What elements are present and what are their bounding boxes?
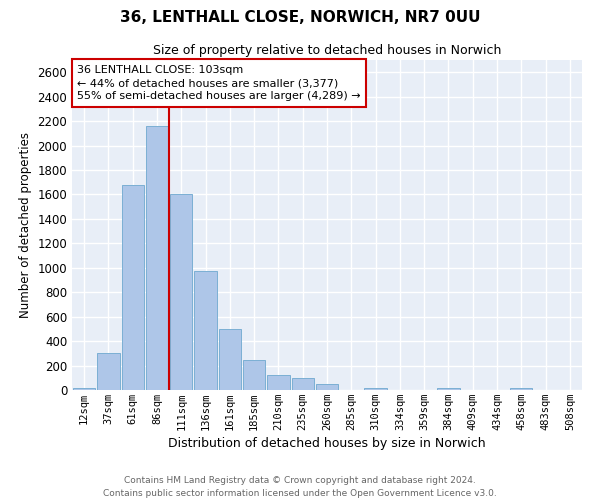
Text: 36 LENTHALL CLOSE: 103sqm
← 44% of detached houses are smaller (3,377)
55% of se: 36 LENTHALL CLOSE: 103sqm ← 44% of detac…	[77, 65, 361, 102]
X-axis label: Distribution of detached houses by size in Norwich: Distribution of detached houses by size …	[168, 437, 486, 450]
Bar	[364, 388, 387, 390]
Bar	[170, 194, 193, 390]
Bar	[292, 378, 314, 390]
Bar	[218, 329, 241, 390]
Title: Size of property relative to detached houses in Norwich: Size of property relative to detached ho…	[153, 44, 501, 58]
Bar	[194, 272, 217, 390]
Bar	[146, 126, 168, 390]
Y-axis label: Number of detached properties: Number of detached properties	[19, 132, 32, 318]
Bar	[316, 384, 338, 390]
Bar	[73, 388, 95, 390]
Bar	[243, 360, 265, 390]
Bar	[510, 388, 532, 390]
Text: Contains HM Land Registry data © Crown copyright and database right 2024.
Contai: Contains HM Land Registry data © Crown c…	[103, 476, 497, 498]
Text: 36, LENTHALL CLOSE, NORWICH, NR7 0UU: 36, LENTHALL CLOSE, NORWICH, NR7 0UU	[120, 10, 480, 25]
Bar	[437, 388, 460, 390]
Bar	[97, 354, 119, 390]
Bar	[267, 375, 290, 390]
Bar	[122, 184, 144, 390]
